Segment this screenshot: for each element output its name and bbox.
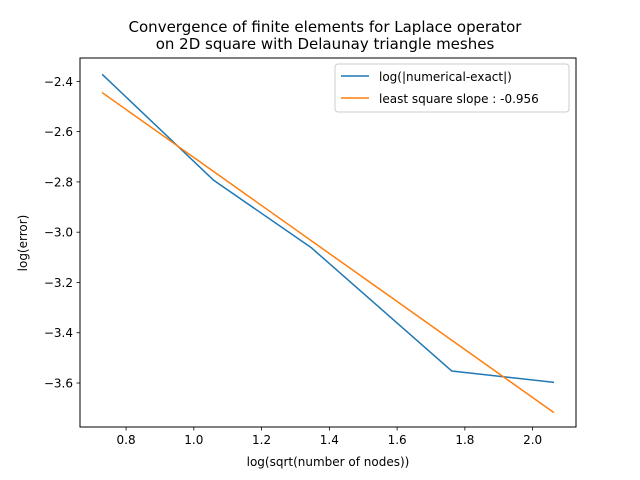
x-axis-label: log(sqrt(number of nodes)) bbox=[247, 455, 410, 469]
x-tick-label: 2.0 bbox=[523, 433, 542, 447]
y-tick-label: −3.6 bbox=[44, 377, 73, 391]
x-tick-label: 1.2 bbox=[252, 433, 271, 447]
series-line-2 bbox=[101, 91, 555, 414]
x-axis-ticks: 0.8 1.0 1.2 1.4 1.6 1.8 2.0 bbox=[117, 427, 542, 447]
y-tick-label: −3.2 bbox=[44, 276, 73, 290]
legend-box bbox=[334, 63, 570, 113]
y-axis-label: log(error) bbox=[16, 215, 30, 272]
legend-label-series-2: least square slope : -0.956 bbox=[379, 92, 539, 106]
x-tick-label: 0.8 bbox=[117, 433, 136, 447]
y-axis-ticks: −2.4 −2.6 −2.8 −3.0 −3.2 −3.4 −3.6 bbox=[44, 75, 80, 391]
y-tick-label: −3.4 bbox=[44, 326, 73, 340]
x-tick-label: 1.4 bbox=[320, 433, 339, 447]
chart-title-line-1: Convergence of finite elements for Lapla… bbox=[129, 18, 523, 36]
plot-series-group bbox=[101, 73, 555, 414]
legend-label-series-1: log(|numerical-exact|) bbox=[379, 70, 512, 84]
y-tick-label: −2.6 bbox=[44, 125, 73, 139]
x-tick-label: 1.0 bbox=[184, 433, 203, 447]
legend: log(|numerical-exact|) least square slop… bbox=[334, 63, 570, 113]
chart-title-line-2: on 2D square with Delaunay triangle mesh… bbox=[156, 35, 495, 53]
y-tick-label: −3.0 bbox=[44, 226, 73, 240]
y-tick-label: −2.4 bbox=[44, 75, 73, 89]
x-tick-label: 1.6 bbox=[388, 433, 407, 447]
y-tick-label: −2.8 bbox=[44, 175, 73, 189]
plot-area-frame bbox=[79, 57, 577, 428]
x-tick-label: 1.8 bbox=[455, 433, 474, 447]
